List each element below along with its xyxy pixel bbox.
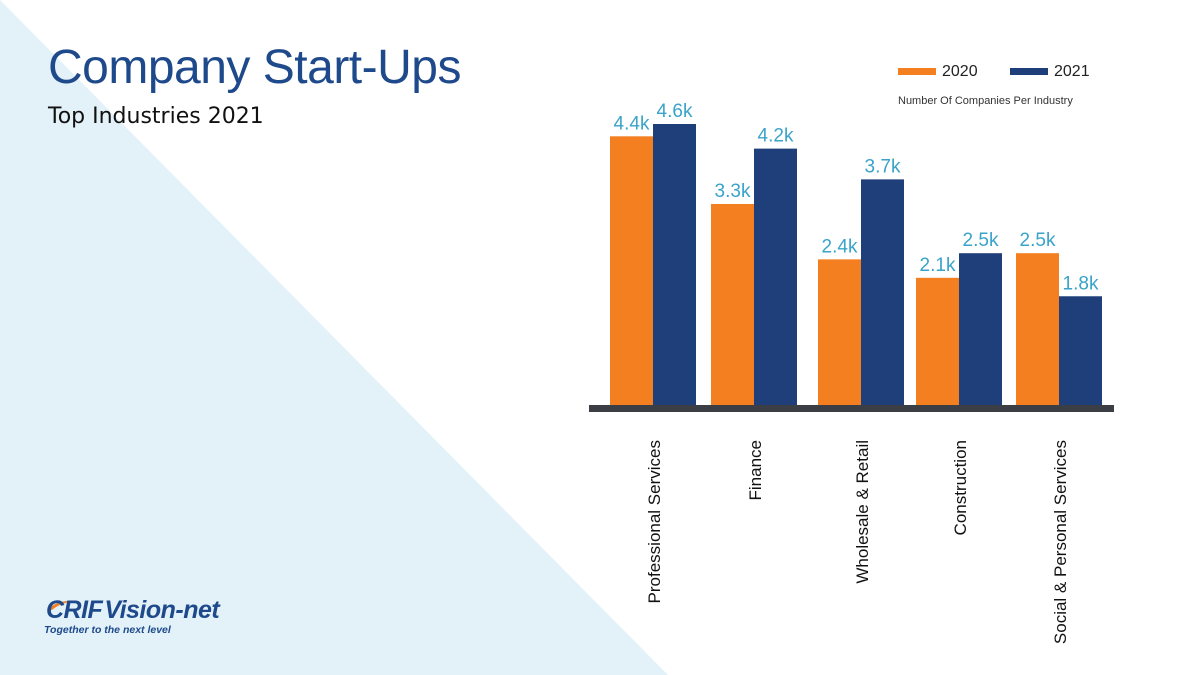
value-label-social-and-personal-services-2020: 2.5k	[1020, 230, 1056, 251]
bar-professional-services-2020	[610, 136, 653, 407]
page-subtitle: Top Industries 2021	[48, 104, 264, 129]
legend-swatch-2020	[898, 68, 936, 75]
bar-construction-2020	[916, 277, 959, 407]
chart-y-note: Number Of Companies Per Industry	[898, 95, 1073, 107]
value-label-finance-2020: 3.3k	[715, 181, 751, 202]
bar-social-and-personal-services-2021	[1059, 296, 1102, 407]
logo-swoosh-icon	[48, 600, 74, 610]
page-title: Company Start-Ups	[48, 41, 461, 94]
background-triangle	[0, 0, 668, 675]
bar-finance-2021	[754, 148, 797, 407]
value-label-professional-services-2020: 4.4k	[614, 113, 650, 134]
bar-social-and-personal-services-2020	[1016, 253, 1059, 407]
bar-wholesale-and-retail-2021	[861, 179, 904, 407]
value-label-social-and-personal-services-2021: 1.8k	[1063, 273, 1099, 294]
legend-label-2020: 2020	[942, 63, 978, 80]
crif-vision-net-logo: CRIFVision-net Together to the next leve…	[44, 596, 274, 640]
x-tick-label-finance: Finance	[746, 440, 765, 500]
value-label-construction-2020: 2.1k	[920, 255, 956, 276]
x-tick-label-social-and-personal-services: Social & Personal Services	[1051, 440, 1070, 644]
logo-tagline: Together to the next level	[44, 624, 171, 636]
bar-chart: 4.4k 4.6k Professional Services 3.3k 4.2k Fin…	[589, 101, 1114, 644]
x-tick-label-professional-services: Professional Services	[645, 440, 664, 603]
value-label-wholesale-and-retail-2020: 2.4k	[822, 236, 858, 257]
bar-professional-services-2021	[653, 124, 696, 407]
bar-construction-2021	[959, 253, 1002, 407]
value-label-construction-2021: 2.5k	[963, 230, 999, 251]
bar-finance-2020	[711, 203, 754, 407]
value-label-wholesale-and-retail-2021: 3.7k	[865, 156, 901, 177]
value-label-finance-2021: 4.2k	[758, 126, 794, 147]
legend-swatch-2021	[1010, 68, 1048, 75]
legend-label-2021: 2021	[1054, 63, 1090, 80]
x-tick-label-construction: Construction	[951, 440, 970, 535]
x-axis-baseline	[589, 405, 1114, 412]
logo-wordmark: CRIFVision-net	[46, 596, 220, 624]
bar-wholesale-and-retail-2020	[818, 259, 861, 407]
value-label-professional-services-2021: 4.6k	[657, 101, 693, 122]
x-tick-label-wholesale-and-retail: Wholesale & Retail	[853, 440, 872, 584]
